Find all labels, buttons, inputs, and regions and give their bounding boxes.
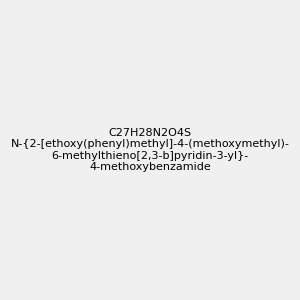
Text: C27H28N2O4S
N-{2-[ethoxy(phenyl)methyl]-4-(methoxymethyl)-
6-methylthieno[2,3-b]: C27H28N2O4S N-{2-[ethoxy(phenyl)methyl]-… [11, 128, 290, 172]
